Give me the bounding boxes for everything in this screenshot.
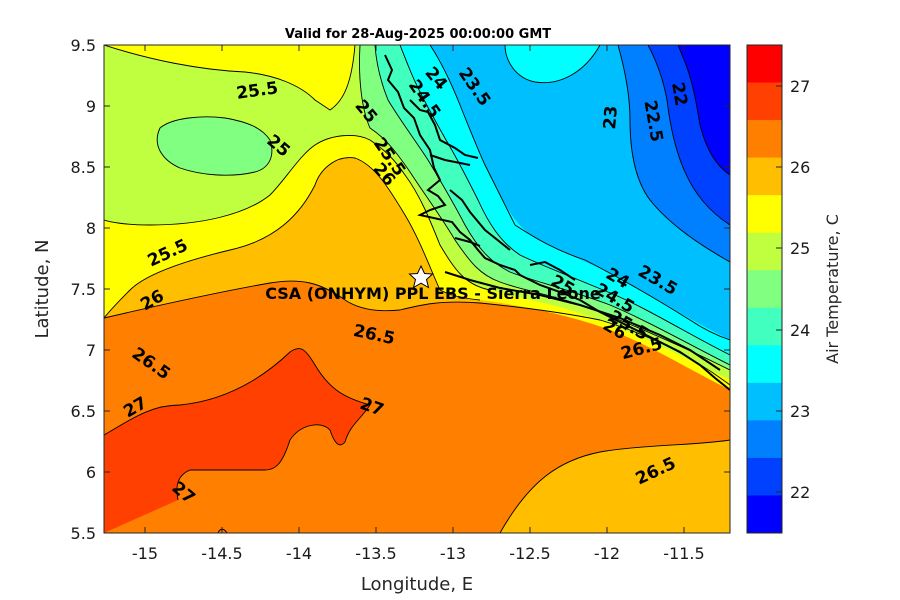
colorbar-band bbox=[747, 345, 782, 384]
colorbar-band bbox=[747, 307, 782, 346]
colorbar-band bbox=[747, 382, 782, 421]
map-title: Valid for 28-Aug-2025 00:00:00 GMT bbox=[285, 27, 551, 42]
contour-label: 23 bbox=[600, 105, 622, 130]
colorbar-tick: 23 bbox=[790, 402, 810, 421]
site-label: CSA (ONHYM) PPL EBS - Sierra Leone bbox=[265, 284, 601, 303]
band-27 bbox=[104, 348, 370, 533]
x-tick-label: -15 bbox=[132, 544, 158, 563]
colorbar-frame bbox=[746, 44, 783, 534]
y-tick-label: 8 bbox=[86, 219, 96, 238]
x-tick-label: -13.5 bbox=[355, 544, 396, 563]
y-axis-label: Latitude, N bbox=[32, 240, 53, 339]
colorbar-tick: 26 bbox=[790, 158, 810, 177]
x-tick-label: -14.5 bbox=[201, 544, 242, 563]
colorbar: 27 26 25 24 23 22 Air Temperature, C bbox=[746, 44, 842, 534]
colorbar-band bbox=[747, 157, 782, 196]
y-tick-label: 9.5 bbox=[71, 36, 96, 55]
coastline bbox=[384, 54, 730, 391]
y-tick-labels: 9.5 9 8.5 8 7.5 7 6.5 6 5.5 bbox=[71, 36, 96, 543]
colorbar-tick: 24 bbox=[790, 321, 810, 340]
y-tick-label: 5.5 bbox=[71, 524, 96, 543]
x-tick-labels: -15 -14.5 -14 -13.5 -13 -12.5 -12 -11.5 bbox=[132, 544, 705, 563]
x-tick-label: -11.5 bbox=[663, 544, 704, 563]
x-tick-label: -12.5 bbox=[509, 544, 550, 563]
colorbar-band bbox=[747, 45, 782, 84]
colorbar-tick: 27 bbox=[790, 77, 810, 96]
x-tick-label: -14 bbox=[286, 544, 312, 563]
y-tick-label: 6 bbox=[86, 463, 96, 482]
colorbar-band bbox=[747, 120, 782, 159]
band-21-5 bbox=[678, 45, 730, 175]
y-tick-label: 7 bbox=[86, 341, 96, 360]
contour-label: 22 bbox=[667, 81, 691, 108]
colorbar-label: Air Temperature, C bbox=[823, 214, 842, 364]
axis-ticks bbox=[104, 44, 730, 534]
y-tick-label: 9 bbox=[86, 97, 96, 116]
colorbar-band bbox=[747, 495, 782, 534]
temperature-field: 25.5 25 25 24 24.5 23.5 23 22.5 22 25.5 … bbox=[104, 45, 730, 533]
colorbar-band bbox=[747, 195, 782, 234]
colorbar-band bbox=[747, 270, 782, 309]
x-tick-label: -13 bbox=[440, 544, 466, 563]
contour-lines bbox=[104, 45, 730, 533]
band-24-5-west-patch bbox=[157, 116, 272, 176]
colorbar-band bbox=[747, 82, 782, 121]
x-tick-label: -12 bbox=[594, 544, 620, 563]
y-tick-label: 6.5 bbox=[71, 402, 96, 421]
y-tick-label: 8.5 bbox=[71, 158, 96, 177]
x-axis-label: Longitude, E bbox=[361, 574, 473, 595]
colorbar-band bbox=[747, 232, 782, 271]
colorbar-tick: 25 bbox=[790, 239, 810, 258]
colorbar-band bbox=[747, 457, 782, 496]
star-icon bbox=[408, 264, 434, 289]
y-tick-label: 7.5 bbox=[71, 280, 96, 299]
colorbar-band bbox=[747, 420, 782, 459]
colorbar-tick: 22 bbox=[790, 483, 810, 502]
colorbar-bands bbox=[747, 45, 782, 534]
